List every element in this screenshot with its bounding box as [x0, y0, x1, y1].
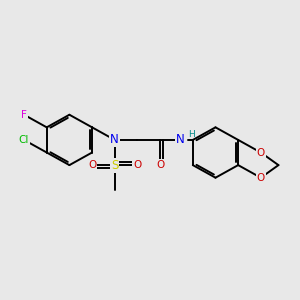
Text: O: O — [133, 160, 142, 170]
Text: O: O — [257, 148, 265, 158]
Text: S: S — [111, 159, 118, 172]
Text: O: O — [88, 160, 96, 170]
Text: N: N — [176, 134, 184, 146]
Text: Cl: Cl — [19, 135, 29, 145]
Text: H: H — [188, 130, 195, 139]
Text: N: N — [110, 134, 119, 146]
Text: O: O — [257, 173, 265, 183]
Text: F: F — [21, 110, 27, 120]
Text: O: O — [156, 160, 164, 170]
